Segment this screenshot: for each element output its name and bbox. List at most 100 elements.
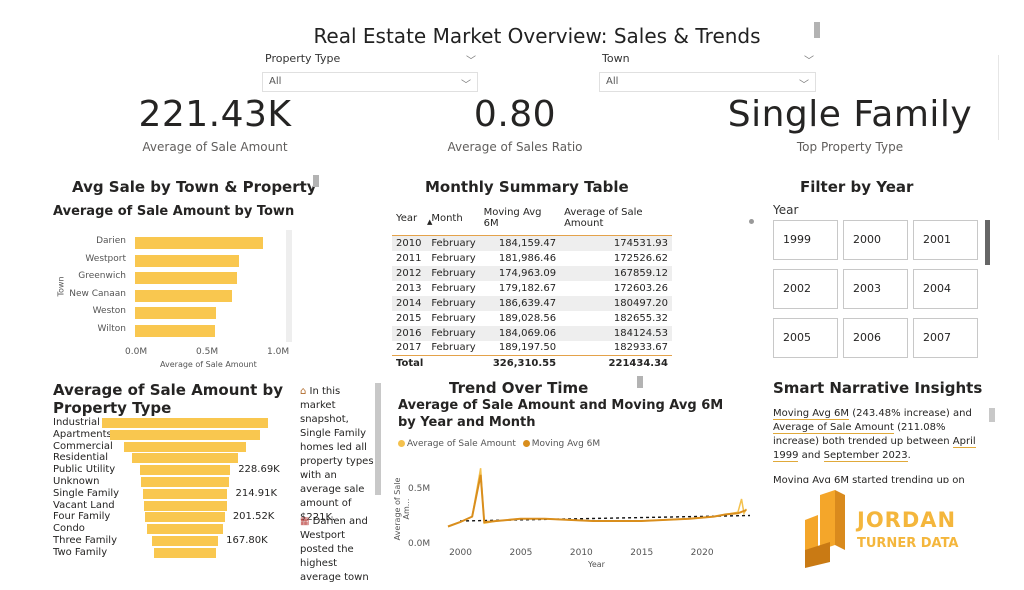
year-button-2000[interactable]: 2000	[843, 220, 908, 260]
town-bar[interactable]	[135, 289, 232, 302]
trend-x-tick: 2015	[630, 548, 653, 558]
col-header-month[interactable]: Month	[427, 205, 480, 236]
col-header-year[interactable]: Year	[392, 205, 428, 236]
kpi-sales-ratio-value: 0.80	[473, 94, 557, 135]
property-funnel-bar[interactable]	[154, 547, 216, 558]
sort-arrow-icon[interactable]: ▲	[427, 218, 433, 226]
kpi-avg-sale-label: Average of Sale Amount	[142, 140, 288, 154]
town-bar[interactable]	[135, 272, 238, 284]
narrative-pct-1: (243.48% increase) and	[852, 408, 972, 419]
property-data-label: 228.69K	[238, 464, 280, 476]
col-header-moving-avg[interactable]: Moving Avg 6M	[479, 205, 561, 236]
cell-month: February	[431, 282, 476, 294]
town-bar[interactable]	[135, 324, 215, 337]
cell-avg-sale: 172526.62	[613, 252, 668, 264]
town-slicer-label: Town	[602, 52, 630, 65]
divider	[998, 55, 999, 140]
table-header-row: Year Month Moving Avg 6M Average of Sale…	[392, 205, 672, 236]
narrative-scrollbar[interactable]	[989, 408, 995, 422]
town-dropdown[interactable]: All ﹀	[599, 72, 816, 92]
property-funnel-bar[interactable]	[123, 441, 247, 452]
property-category-label: Four Family	[53, 511, 111, 523]
property-type-slicer-label: Property Type	[265, 52, 341, 65]
total-avg-sale: 221434.34	[560, 355, 672, 371]
dot-icon	[749, 219, 754, 224]
cell-avg-sale: 184124.53	[560, 325, 672, 341]
property-funnel-bar[interactable]	[141, 477, 229, 487]
cell-moving-avg: 186,639.47	[479, 295, 561, 311]
table-row[interactable]: 2011 February 181,986.46 172526.62	[392, 251, 672, 266]
year-button-2005[interactable]: 2005	[773, 318, 838, 358]
chevron-down-icon[interactable]: ﹀	[466, 56, 476, 67]
property-narrative-scrollbar[interactable]	[375, 383, 381, 495]
table-row[interactable]: 2013 February 179,182.67 172603.26	[392, 281, 672, 296]
property-funnel-bar[interactable]	[139, 465, 231, 476]
town-value: All	[606, 76, 619, 87]
chevron-down-icon: ﹀	[461, 80, 471, 91]
property-funnel-bar[interactable]	[147, 524, 223, 535]
property-funnel-bar[interactable]	[145, 512, 225, 523]
town-bar[interactable]	[135, 237, 263, 249]
property-funnel-bar[interactable]	[131, 453, 239, 464]
property-category-label: Condo	[53, 523, 85, 535]
property-type-dropdown[interactable]: All ﹀	[262, 72, 478, 92]
property-data-label: 167.80K	[226, 535, 268, 546]
property-narrative-text-2: Darien and Westport posted the highest a…	[300, 516, 369, 583]
town-bar-chart: Darien Westport Greenwich New Canaan Weston W…	[56, 230, 296, 370]
page-title: Real Estate Market Overview: Sales & Tre…	[313, 24, 761, 48]
trend-y-tick: 0.0M	[408, 539, 430, 549]
year-button-2006[interactable]: 2006	[843, 318, 908, 358]
property-funnel-bar[interactable]	[143, 500, 227, 511]
year-button-2004[interactable]: 2004	[913, 269, 978, 309]
legend-moving-avg[interactable]: Moving Avg 6M	[531, 439, 601, 449]
cell-moving-avg: 189,197.50	[498, 342, 557, 354]
town-chart-title: Average of Sale Amount by Town	[53, 204, 295, 219]
property-funnel-bar[interactable]	[109, 429, 261, 440]
table-row[interactable]: 2014 February 186,639.47 180497.20	[392, 295, 672, 311]
year-filter-label: Year	[773, 203, 799, 217]
table-row[interactable]: 2016 February 184,069.06 184124.53	[392, 325, 672, 341]
town-chart-scrollbar[interactable]	[286, 230, 292, 342]
cell-year: 2013	[396, 282, 422, 294]
narrative-and: and	[801, 450, 821, 461]
table-row[interactable]: 2010 February 184,159.47 174531.93	[392, 235, 672, 251]
property-category-label: Commercial	[53, 440, 113, 452]
header-scroll-handle[interactable]	[814, 22, 820, 38]
property-funnel-bar[interactable]	[142, 488, 228, 499]
cell-year: 2011	[396, 252, 422, 264]
town-x-tick: 0.0M	[125, 347, 148, 357]
year-button-2007[interactable]: 2007	[913, 318, 978, 358]
cell-month: February	[431, 312, 476, 324]
cell-month: February	[427, 265, 480, 281]
town-bar[interactable]	[135, 254, 239, 267]
cell-year: 2010	[392, 235, 428, 251]
town-category-label: Westport	[85, 253, 126, 264]
property-funnel-bar[interactable]	[102, 418, 268, 428]
town-category-label: Weston	[92, 306, 126, 316]
town-x-tick: 0.5M	[196, 347, 219, 357]
legend-dot-icon	[398, 440, 405, 447]
year-filter-scrollbar[interactable]	[985, 220, 990, 265]
year-button-2002[interactable]: 2002	[773, 269, 838, 309]
chevron-down-icon: ﹀	[799, 80, 809, 91]
town-panel-scroll-handle[interactable]	[313, 175, 319, 187]
cell-moving-avg: 181,986.46	[498, 252, 557, 264]
year-button-2001[interactable]: 2001	[913, 220, 978, 260]
town-x-tick: 1.0M	[267, 347, 290, 357]
table-row[interactable]: 2015 February 189,028.56 182655.32	[392, 311, 672, 326]
table-section-title: Monthly Summary Table	[425, 178, 629, 196]
year-button-2003[interactable]: 2003	[843, 269, 908, 309]
logo-line-1: JORDAN	[857, 508, 957, 532]
year-filter-title: Filter by Year	[800, 178, 914, 196]
property-funnel-bar[interactable]	[151, 536, 219, 546]
trend-panel-scroll-handle[interactable]	[637, 376, 643, 388]
property-category-label: Two Family	[53, 546, 108, 558]
chevron-down-icon[interactable]: ﹀	[804, 56, 814, 67]
monthly-summary-table: Year Month Moving Avg 6M Average of Sale…	[392, 205, 672, 371]
col-header-avg-sale[interactable]: Average of Sale Amount	[560, 205, 672, 236]
legend-avg-sale[interactable]: Average of Sale Amount	[407, 439, 516, 449]
town-bar[interactable]	[135, 307, 216, 319]
table-row[interactable]: 2012 February 174,963.09 167859.12	[392, 265, 672, 281]
year-button-1999[interactable]: 1999	[773, 220, 838, 260]
table-row[interactable]: 2017 February 189,197.50 182933.67	[392, 341, 672, 356]
